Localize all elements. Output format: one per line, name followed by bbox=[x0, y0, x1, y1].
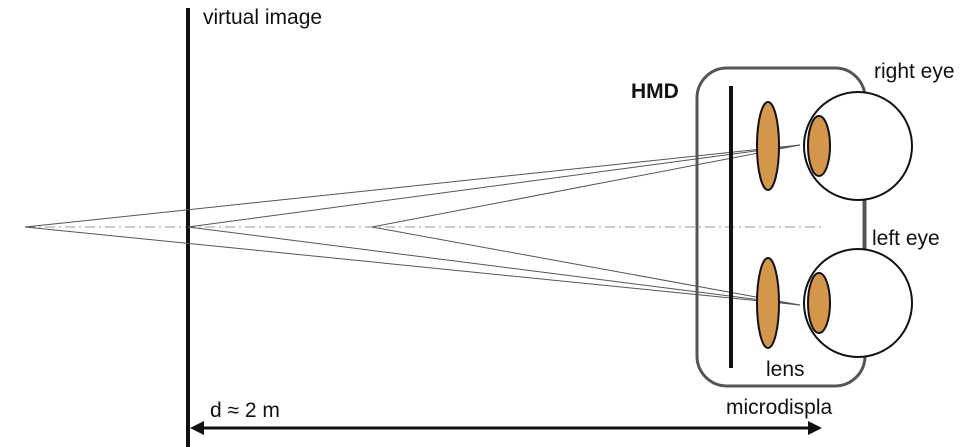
ray bbox=[371, 226, 801, 306]
ray bbox=[24, 226, 801, 306]
arrowhead-right bbox=[808, 421, 822, 435]
hmd-label: HMD bbox=[631, 80, 679, 103]
left-eye-lens bbox=[807, 272, 831, 334]
distance-arrow bbox=[190, 421, 822, 435]
right-eye-label: right eye bbox=[874, 60, 955, 83]
light-rays bbox=[24, 144, 801, 306]
hmd-lens-bottom bbox=[756, 257, 780, 349]
virtual-image-label: virtual image bbox=[203, 6, 322, 29]
right-eye-lens bbox=[807, 115, 831, 177]
right-eye bbox=[803, 91, 913, 201]
left-eye-label: left eye bbox=[872, 227, 940, 250]
arrowhead-left bbox=[190, 421, 204, 435]
left-eye bbox=[803, 248, 913, 358]
microdisplay-label: microdispla bbox=[726, 396, 833, 419]
ray bbox=[187, 144, 801, 228]
ray bbox=[24, 144, 801, 228]
lens-label: lens bbox=[766, 358, 805, 381]
ray bbox=[371, 144, 801, 228]
hmd-lens-top bbox=[756, 101, 780, 191]
distance-label: d ≈ 2 m bbox=[210, 399, 280, 422]
ray bbox=[187, 226, 801, 306]
